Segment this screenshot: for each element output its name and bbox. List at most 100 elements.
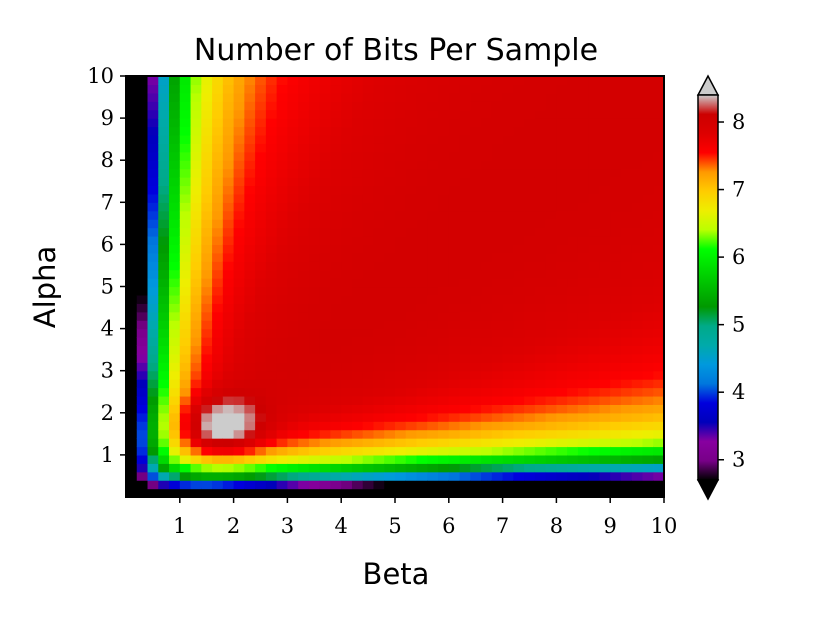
heatmap-cell [373, 177, 385, 187]
heatmap-cell [567, 126, 579, 136]
heatmap-cell [620, 109, 633, 119]
heatmap-cell [513, 126, 525, 136]
heatmap-cell [642, 261, 654, 271]
heatmap-cell [599, 227, 611, 237]
heatmap-cell [470, 480, 482, 490]
heatmap-cell [470, 76, 482, 86]
heatmap-cell [179, 151, 192, 161]
heatmap-cell [222, 185, 235, 195]
heatmap-cell [276, 286, 288, 296]
heatmap-cell [588, 404, 601, 414]
heatmap-cell [534, 76, 547, 86]
heatmap-cell [427, 294, 439, 304]
heatmap-cell [427, 227, 439, 237]
heatmap-cell [491, 412, 504, 422]
heatmap-cell [416, 353, 428, 363]
heatmap-cell [126, 84, 138, 94]
heatmap-cell [179, 227, 192, 237]
heatmap-cell [395, 168, 407, 178]
heatmap-cell [212, 387, 224, 397]
heatmap-cells [126, 76, 665, 498]
heatmap-cell [147, 219, 159, 229]
heatmap-cell [287, 210, 299, 220]
heatmap-cell [233, 193, 245, 203]
heatmap-cell [405, 404, 418, 414]
heatmap-cell [513, 109, 525, 119]
heatmap-cell [438, 244, 450, 254]
heatmap-cell [513, 454, 525, 464]
heatmap-cell [534, 446, 547, 456]
heatmap-cell [653, 252, 665, 262]
heatmap-cell [459, 311, 471, 321]
heatmap-cell [362, 362, 375, 372]
heatmap-cell [169, 227, 181, 237]
heatmap-cell [513, 362, 525, 372]
heatmap-cell [190, 219, 202, 229]
heatmap-cell [351, 261, 364, 271]
heatmap-cell [395, 177, 407, 187]
y-tick-label: 9 [101, 106, 114, 130]
heatmap-cell [577, 168, 590, 178]
x-tick-label: 3 [281, 514, 294, 538]
heatmap-cell [610, 488, 622, 498]
heatmap-cell [362, 160, 375, 170]
heatmap-cell [502, 311, 514, 321]
heatmap-cell [319, 471, 332, 481]
heatmap-cell [534, 101, 547, 111]
heatmap-cell [524, 488, 536, 498]
heatmap-cell [459, 429, 471, 439]
heatmap-cell [158, 160, 170, 170]
heatmap-cell [169, 286, 181, 296]
heatmap-cell [642, 101, 654, 111]
heatmap-cell [577, 252, 590, 262]
heatmap-cell [287, 227, 299, 237]
heatmap-cell [179, 278, 192, 288]
heatmap-cell [481, 412, 493, 422]
heatmap-cell [222, 320, 235, 330]
heatmap-cell [373, 370, 385, 380]
heatmap-cell [653, 160, 665, 170]
heatmap-cell [577, 160, 590, 170]
heatmap-cell [577, 134, 590, 144]
heatmap-cell [255, 118, 267, 128]
heatmap-cell [653, 328, 665, 338]
heatmap-cell [556, 76, 568, 86]
heatmap-cell [341, 379, 353, 389]
heatmap-cell [136, 244, 149, 254]
heatmap-cell [298, 210, 310, 220]
heatmap-cell [577, 311, 590, 321]
heatmap-cell [567, 328, 579, 338]
heatmap-cell [126, 395, 138, 405]
heatmap-cell [298, 294, 310, 304]
heatmap-cell [373, 168, 385, 178]
heatmap-cell [524, 143, 536, 153]
heatmap-cell [351, 210, 364, 220]
heatmap-cell [351, 92, 364, 102]
heatmap-cell [287, 261, 299, 271]
heatmap-cell [599, 438, 611, 448]
heatmap-cell [653, 404, 665, 414]
heatmap-cell [179, 134, 192, 144]
heatmap-cell [491, 84, 504, 94]
heatmap-cell [481, 387, 493, 397]
heatmap-cell [631, 193, 644, 203]
heatmap-cell [459, 202, 471, 212]
heatmap-cell [556, 370, 568, 380]
heatmap-cell [448, 463, 461, 473]
heatmap-cell [373, 438, 385, 448]
heatmap-cell [179, 471, 192, 481]
heatmap-cell [416, 210, 428, 220]
heatmap-cell [373, 429, 385, 439]
heatmap-cell [448, 328, 461, 338]
heatmap-cell [427, 219, 439, 229]
heatmap-cell [190, 177, 202, 187]
y-tick-label: 7 [101, 190, 114, 214]
heatmap-cell [588, 353, 601, 363]
heatmap-cell [255, 454, 267, 464]
heatmap-cell [448, 219, 461, 229]
heatmap-cell [470, 471, 482, 481]
heatmap-cell [610, 160, 622, 170]
heatmap-cell [631, 84, 644, 94]
heatmap-cell [384, 320, 396, 330]
heatmap-cell [642, 387, 654, 397]
